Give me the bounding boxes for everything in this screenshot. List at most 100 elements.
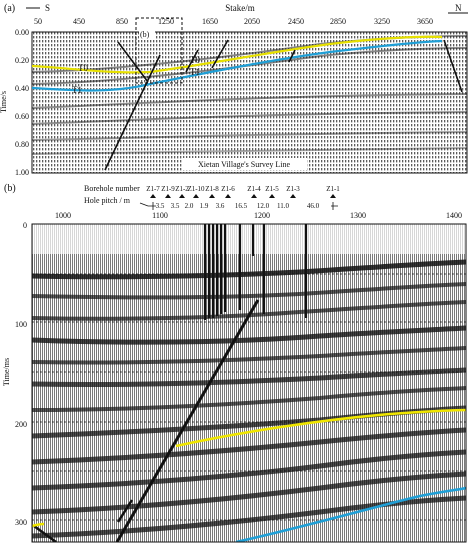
horizon-blue-line: [235, 486, 466, 542]
direction-south-label: S: [45, 3, 50, 13]
time-tick-label: 100: [15, 320, 27, 329]
hole-pitch-value: 16.5: [235, 202, 248, 210]
reflection-band: [32, 259, 466, 280]
stake-tick-label: 450: [73, 17, 85, 26]
borehole-marker: [251, 194, 257, 198]
fault-line: [443, 39, 463, 93]
borehole-label: Z1-2: [175, 185, 189, 193]
borehole-label: Z1-7: [146, 185, 160, 193]
hole-pitch-value: 3.5: [156, 202, 165, 210]
time-tick-labels-a: 0.00 0.20 0.40 0.60 0.80 1.00: [15, 28, 29, 177]
time-tick-label: 1.00: [15, 168, 29, 177]
hole-pitch-value: 2.0: [185, 202, 194, 210]
borehole-marker: [165, 194, 171, 198]
seismic-section-b: [32, 224, 466, 542]
survey-caption: Xietan Village's Survey Line: [198, 160, 291, 169]
reflection-band: [32, 325, 466, 345]
inset-b-label: (b): [140, 30, 150, 39]
borehole-label: Z1-5: [265, 185, 279, 193]
fault-line: [288, 49, 296, 63]
hole-pitch-value: 46.0: [307, 202, 320, 210]
stake-tick-labels-b: 1000 1100 1200 1300 1400: [55, 211, 462, 220]
horizon-label-t1-right: T1: [190, 67, 200, 77]
reflection-band: [32, 386, 466, 412]
fault-line: [33, 524, 57, 542]
hole-pitch-end-ticks: [152, 202, 334, 210]
fault-line: [116, 499, 134, 523]
reflection-band: [32, 282, 466, 300]
reflection-band: [32, 495, 466, 539]
fault-line: [115, 299, 260, 542]
panel-b-label: (b): [4, 183, 16, 194]
borehole-markers: [150, 194, 336, 198]
time-tick-label: 0.20: [15, 56, 29, 65]
stake-tick-label: 1250: [158, 17, 174, 26]
stake-tick-labels: 50 450 850 1250 1650 2050 2450 2850 3250…: [34, 17, 433, 26]
hole-pitch-values: 3.5 3.5 2.0 1.9 3.6 16.5 12.0 11.0 46.0: [156, 200, 331, 210]
borehole-marker: [209, 194, 215, 198]
inset-b-box: [135, 17, 183, 84]
reflection-band: [32, 300, 466, 321]
horizon-lower-line: [32, 522, 45, 528]
stake-tick-label: 1650: [202, 17, 218, 26]
time-tick-label: 0.00: [15, 28, 29, 37]
time-tick-label: 0: [23, 221, 27, 230]
time-tick-label: 0.60: [15, 112, 29, 121]
horizon-t0-line: [31, 35, 443, 74]
fault-line: [185, 49, 199, 73]
stake-axis-title: Stake/m: [225, 3, 255, 13]
hole-pitch-title: Hole pitch / m: [84, 196, 131, 205]
horizon-label-t0-left: T0: [78, 63, 88, 73]
stake-tick-label: 3650: [417, 17, 433, 26]
borehole-marker: [269, 194, 275, 198]
fault-line: [211, 39, 229, 69]
time-axis-title-a: Time/s: [0, 91, 8, 113]
horizon-label-t0-right: T0: [190, 55, 200, 65]
direction-north-label: N: [455, 3, 462, 13]
reflection-band: [32, 471, 466, 515]
borehole-label: Z1-1: [326, 185, 340, 193]
borehole-label: Z1-9: [161, 185, 175, 193]
time-tick-label: 200: [15, 420, 27, 429]
reflection-band: [32, 427, 466, 465]
horizon-label-t1-left: T1: [72, 85, 82, 95]
seismic-band: [32, 93, 467, 109]
panel-a: (a) S Stake/m N 50 450 850 1250 1650 205…: [0, 3, 468, 177]
borehole-label: Z1-3: [286, 185, 300, 193]
borehole-label: Z1-4: [247, 185, 261, 193]
fault-line: [117, 41, 149, 83]
inset-b-label-bg: [139, 29, 155, 39]
borehole-marker: [225, 194, 231, 198]
stake-tick-label: 2450: [288, 17, 304, 26]
stake-tick-label: 1100: [152, 211, 168, 220]
hole-pitch-value: 3.5: [171, 202, 180, 210]
borehole-marker: [193, 194, 199, 198]
time-tick-label: 0.40: [15, 84, 29, 93]
seismic-band: [32, 47, 467, 85]
hole-pitch-value: 12.0: [257, 202, 270, 210]
stake-tick-label: 2850: [330, 17, 346, 26]
borehole-marker: [179, 194, 185, 198]
stake-tick-label: 3250: [374, 17, 390, 26]
time-tick-labels-b: 0 100 200 300: [15, 221, 27, 527]
time-axis-title-b: Time/ms: [2, 358, 11, 386]
horizon-upper-line: [175, 408, 466, 448]
stake-tick-label: 850: [116, 17, 128, 26]
time-grid-lines: [32, 273, 466, 521]
stake-tick-label: 50: [34, 17, 42, 26]
hole-pitch-value: 1.9: [200, 202, 209, 210]
stake-tick-label: 2050: [244, 17, 260, 26]
stake-tick-label: 1300: [350, 211, 366, 220]
borehole-label: Z1-6: [221, 185, 235, 193]
hole-pitch-leader: [139, 202, 149, 207]
time-tick-label: 300: [15, 518, 27, 527]
borehole-lines: [203, 224, 308, 320]
seismic-band: [32, 147, 467, 155]
panel-b: (b) Borehole number Hole pitch / m Z1-7 …: [2, 183, 467, 543]
seismic-band: [32, 111, 467, 125]
time-tick-label: 0.80: [15, 140, 29, 149]
seismic-section-a: [32, 32, 467, 173]
section-frame-b: [31, 223, 467, 543]
hole-pitch-value: 3.6: [216, 202, 225, 210]
